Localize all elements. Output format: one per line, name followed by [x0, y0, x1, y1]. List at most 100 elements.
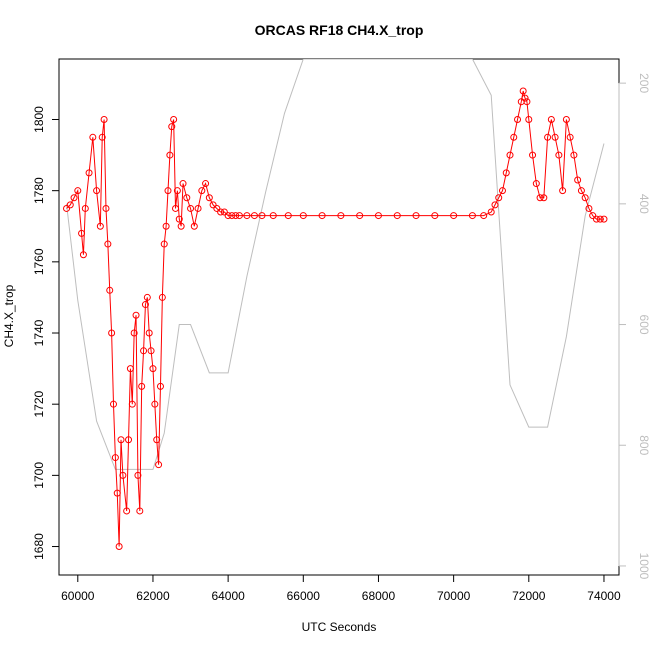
- x-tick-label: 70000: [437, 589, 471, 603]
- data-point: [109, 400, 117, 408]
- data-point: [581, 194, 589, 202]
- series-line: [66, 90, 604, 547]
- data-point: [592, 215, 600, 223]
- data-point: [145, 329, 153, 337]
- data-point: [495, 194, 503, 202]
- data-point: [559, 187, 567, 195]
- data-point: [232, 212, 240, 220]
- data-point: [480, 212, 488, 220]
- data-point: [168, 123, 176, 131]
- data-point: [126, 365, 134, 373]
- data-point: [523, 98, 531, 106]
- y-tick-label: 1720: [32, 391, 46, 418]
- y-axis-label: CH4.X_trop: [2, 284, 16, 347]
- data-point: [250, 212, 258, 220]
- y2-tick-label: 1000: [637, 553, 650, 580]
- data-point: [217, 208, 225, 216]
- data-point: [269, 212, 277, 220]
- data-point: [600, 215, 608, 223]
- data-point: [143, 293, 151, 301]
- data-point: [96, 222, 104, 230]
- data-point: [194, 204, 202, 212]
- y-tick-label: 1760: [32, 248, 46, 275]
- data-point: [190, 222, 198, 230]
- data-point: [85, 169, 93, 177]
- data-point: [98, 133, 106, 141]
- data-point: [78, 229, 86, 237]
- y2-tick-label: 800: [637, 435, 650, 455]
- series-layer: [63, 59, 608, 551]
- data-point: [551, 133, 559, 141]
- data-point: [93, 187, 101, 195]
- data-point: [147, 347, 155, 355]
- data-point: [198, 187, 206, 195]
- data-point: [111, 454, 119, 462]
- data-point: [491, 201, 499, 209]
- data-point: [138, 382, 146, 390]
- data-point: [337, 212, 345, 220]
- y-tick-label: 1740: [32, 319, 46, 346]
- data-point: [529, 151, 537, 159]
- data-point: [113, 489, 121, 497]
- x-tick-label: 66000: [287, 589, 321, 603]
- data-point: [577, 187, 585, 195]
- data-point: [136, 507, 144, 515]
- x-tick-label: 72000: [512, 589, 546, 603]
- data-point: [374, 212, 382, 220]
- y-tick-label: 1700: [32, 462, 46, 489]
- data-point: [299, 212, 307, 220]
- data-point: [540, 194, 548, 202]
- data-point: [66, 201, 74, 209]
- data-point: [431, 212, 439, 220]
- data-point: [130, 329, 138, 337]
- data-point: [224, 212, 232, 220]
- data-point: [243, 212, 251, 220]
- data-point: [547, 115, 555, 123]
- y-tick-label: 1800: [32, 106, 46, 133]
- data-point: [532, 180, 540, 188]
- y2-tick-label: 600: [637, 315, 650, 335]
- data-point: [155, 461, 163, 469]
- data-point: [205, 194, 213, 202]
- data-point: [574, 176, 582, 184]
- x-tick-label: 74000: [587, 589, 621, 603]
- data-point: [521, 94, 529, 102]
- data-point: [498, 187, 506, 195]
- data-point: [555, 151, 563, 159]
- data-point: [153, 436, 161, 444]
- x-tick-label: 64000: [211, 589, 245, 603]
- axis-layer: 60000 62000 64000 66000 68000 70000 72000 74000…: [32, 73, 650, 603]
- data-point: [134, 471, 142, 479]
- data-point: [525, 115, 533, 123]
- data-point: [89, 133, 97, 141]
- data-point: [510, 133, 518, 141]
- chart-title: ORCAS RF18 CH4.X_trop: [255, 22, 424, 38]
- data-point: [123, 507, 131, 515]
- x-tick-label: 62000: [136, 589, 170, 603]
- data-point: [164, 187, 172, 195]
- data-point: [125, 436, 133, 444]
- data-point: [585, 204, 593, 212]
- data-point: [100, 115, 108, 123]
- data-point: [160, 240, 168, 248]
- data-point: [284, 212, 292, 220]
- data-point: [140, 347, 148, 355]
- data-point: [173, 187, 181, 195]
- data-point: [596, 215, 604, 223]
- data-point: [450, 212, 458, 220]
- data-point: [170, 115, 178, 123]
- data-point: [562, 115, 570, 123]
- data-point: [570, 151, 578, 159]
- data-point: [177, 222, 185, 230]
- data-point: [220, 208, 228, 216]
- data-point: [74, 187, 82, 195]
- data-point: [356, 212, 364, 220]
- data-point: [63, 204, 71, 212]
- data-point: [187, 204, 195, 212]
- x-tick-label: 68000: [362, 589, 396, 603]
- data-point: [104, 240, 112, 248]
- data-point: [102, 204, 110, 212]
- data-point: [81, 204, 89, 212]
- data-point: [151, 400, 159, 408]
- y-tick-label: 1780: [32, 177, 46, 204]
